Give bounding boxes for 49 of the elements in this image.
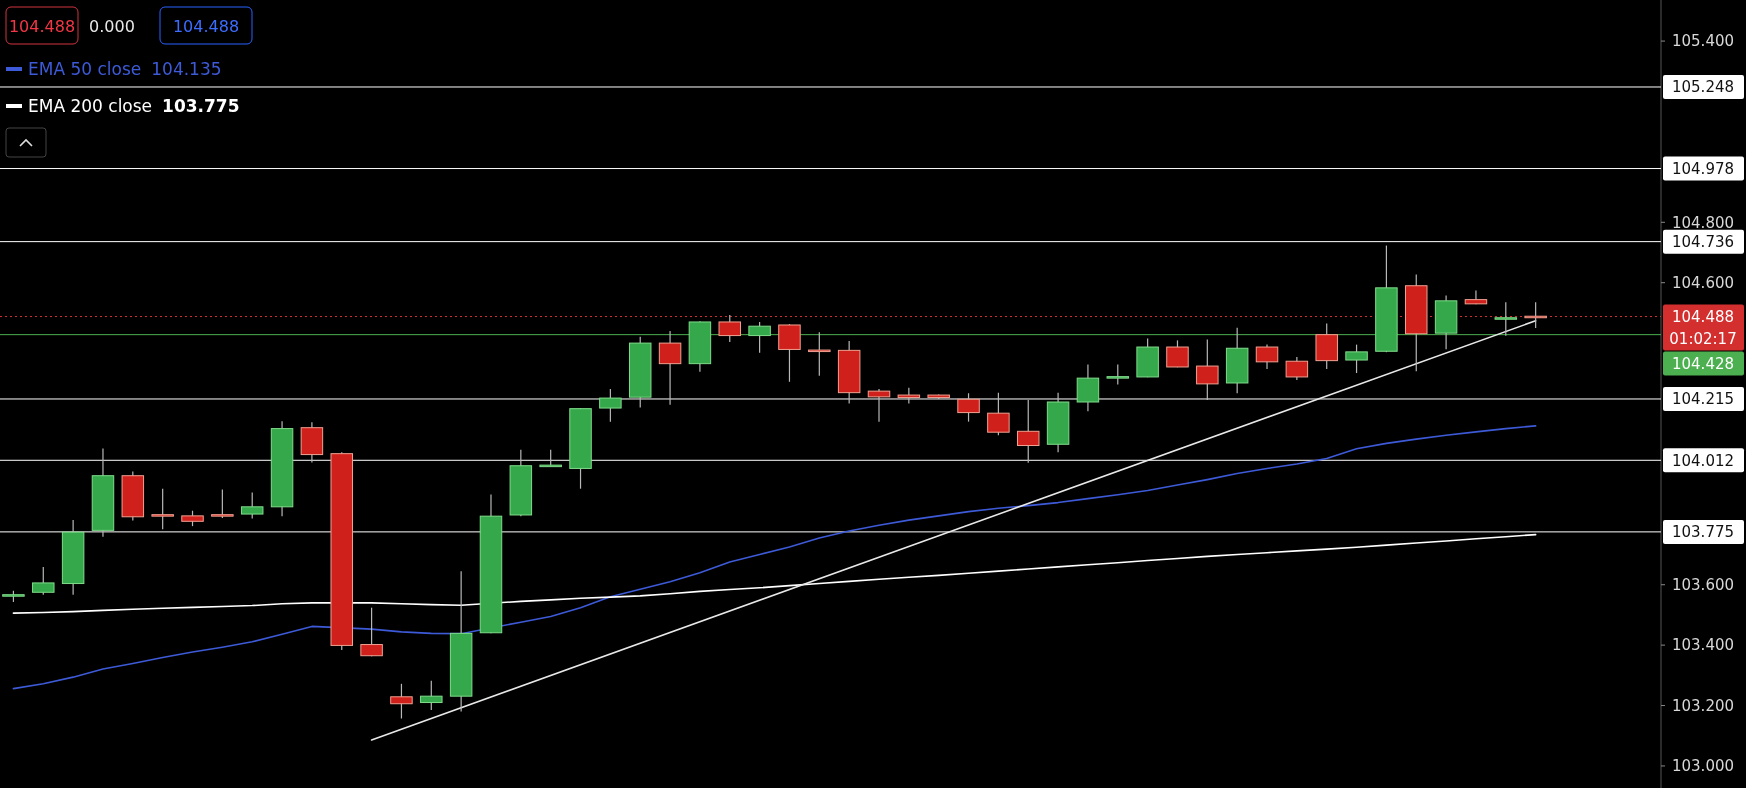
- candlestick: [1076, 363, 1100, 412]
- candlestick: [658, 330, 682, 406]
- y-tick-label: 104.600: [1671, 273, 1735, 292]
- legend-label: EMA 200 close: [28, 95, 153, 116]
- candlestick: [718, 314, 742, 343]
- candlestick: [987, 392, 1010, 436]
- candlestick: [360, 607, 383, 657]
- candlestick: [1494, 301, 1518, 337]
- candlestick: [1464, 289, 1488, 305]
- ref-line-label: 104.428: [1671, 354, 1735, 373]
- candlestick: [1166, 339, 1189, 368]
- candlestick: [808, 331, 831, 377]
- candlestick: [1345, 344, 1368, 374]
- candlestick: [748, 321, 771, 354]
- candlestick: [32, 566, 55, 596]
- y-tick-label: 103.400: [1671, 636, 1735, 655]
- candlestick: [211, 488, 234, 519]
- y-tick-label: 104.800: [1671, 213, 1735, 232]
- ref-line-label: 105.248: [1671, 78, 1735, 97]
- candlestick: [1016, 399, 1040, 464]
- candlestick: [390, 683, 413, 720]
- annotation: 104.488: [172, 16, 240, 36]
- candlestick: [957, 392, 980, 423]
- ref-line-label: 103.775: [1671, 523, 1735, 542]
- candlestick: [1285, 356, 1309, 381]
- ref-line-label: 104.215: [1671, 390, 1735, 409]
- candlestick: [1196, 338, 1219, 401]
- candlestick: [1255, 344, 1279, 370]
- ref-line-label: 104.488: [1671, 307, 1735, 326]
- candlestick: [420, 680, 443, 711]
- y-tick-label: 105.400: [1671, 32, 1735, 51]
- legend-label: EMA 50 close: [28, 58, 142, 79]
- annotation: 0.000: [89, 16, 135, 36]
- annotation: 104.135: [151, 58, 222, 79]
- ref-line-label: 104.978: [1671, 159, 1735, 178]
- candlestick: [1106, 363, 1130, 386]
- annotation: 103.775: [162, 95, 240, 116]
- candlestick: [867, 388, 891, 423]
- candlestick: [240, 492, 264, 520]
- ref-line-label: 104.736: [1671, 232, 1735, 251]
- text: 01:02:17: [1669, 329, 1737, 348]
- candlestick: [151, 488, 174, 530]
- line-series: [12, 425, 1537, 690]
- y-tick-label: 103.600: [1671, 575, 1735, 594]
- annotation: 104.488: [8, 16, 76, 36]
- ref-line-label: 104.012: [1671, 451, 1735, 470]
- y-tick-label: 103.200: [1671, 696, 1735, 715]
- y-tick-label: 103.000: [1671, 757, 1735, 776]
- candlestick: [599, 388, 622, 423]
